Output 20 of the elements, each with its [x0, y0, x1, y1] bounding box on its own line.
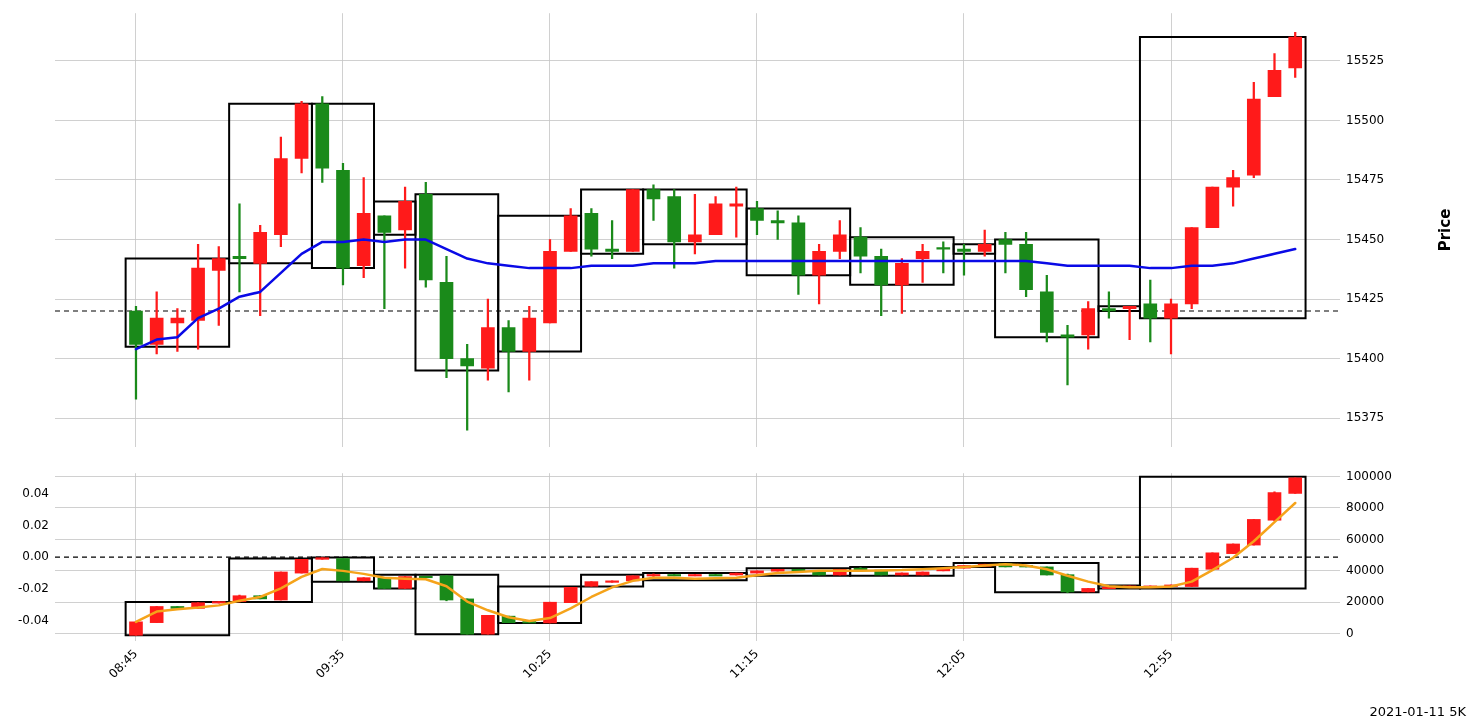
y-tick-label: -0.04 [17, 612, 49, 627]
text: 2021-01-11 5K [1369, 704, 1466, 719]
y2-tick-label: 40000 [1346, 562, 1385, 577]
y-axis-title: Price [1435, 208, 1454, 252]
y-tick-label: 15450 [1346, 231, 1385, 246]
y-tick-label: 0.02 [22, 517, 49, 532]
y-tick-label: 15475 [1346, 172, 1385, 187]
y-tick-label: 15425 [1346, 291, 1385, 306]
y-tick-label: 15525 [1346, 52, 1385, 67]
y2-tick-label: 60000 [1346, 531, 1385, 546]
y2-tick-label: 20000 [1346, 594, 1385, 609]
y-tick-label: 15500 [1346, 112, 1385, 127]
y-tick-label: 0.00 [22, 549, 49, 564]
y-tick-label: -0.02 [17, 580, 49, 595]
y-tick-label: 15400 [1346, 350, 1385, 365]
y2-tick-label: 80000 [1346, 500, 1385, 515]
y-tick-label: 15375 [1346, 410, 1385, 425]
y-tick-label: 0.04 [22, 485, 49, 500]
y2-tick-label: 100000 [1346, 468, 1392, 483]
y2-tick-label: 0 [1346, 625, 1354, 640]
